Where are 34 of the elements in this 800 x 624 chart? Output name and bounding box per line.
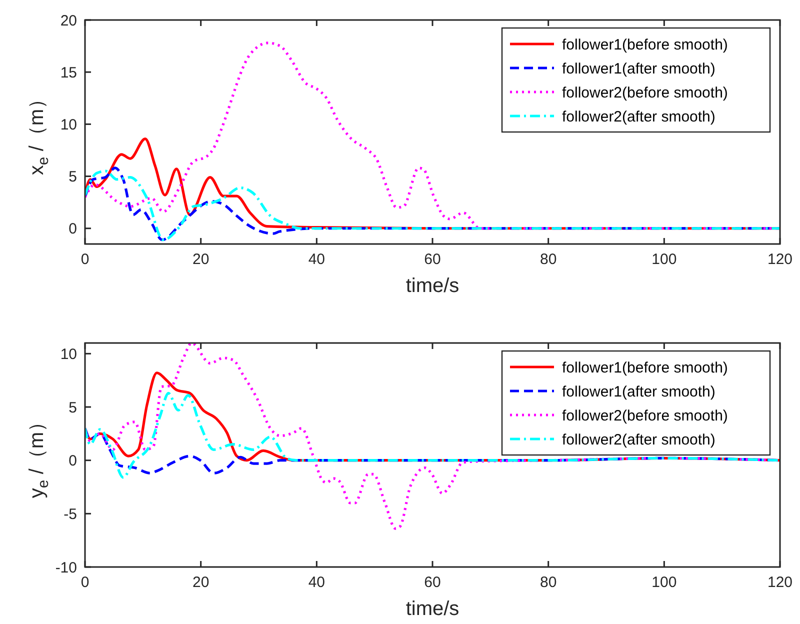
legend-label: follower1(before smooth) [562, 36, 728, 54]
y-tick-label: 15 [60, 64, 77, 82]
x-tick-label: 0 [80, 251, 90, 268]
legend-label: follower2(after smooth) [562, 431, 716, 448]
x-tick-label: 20 [192, 574, 210, 591]
x-tick-label: 40 [308, 251, 326, 268]
y-tick-label: 20 [60, 12, 77, 30]
legend-label: follower1(after smooth) [562, 383, 716, 400]
y-tick-label: 10 [60, 346, 77, 363]
x-tick-label: 0 [80, 574, 90, 591]
x-tick-label: 100 [652, 574, 677, 591]
legend-label: follower2(before smooth) [562, 407, 728, 424]
x-tick-label: 20 [192, 251, 210, 268]
x-axis-title: time/s [406, 275, 460, 297]
x-axis-title: time/s [406, 598, 460, 620]
y-tick-label: 10 [60, 116, 77, 134]
y-tick-label: -5 [64, 506, 77, 523]
x-tick-label: 60 [424, 574, 441, 591]
y-tick-label: 0 [68, 220, 77, 238]
x-tick-label: 100 [652, 251, 677, 268]
y-tick-label: 5 [68, 399, 77, 416]
x-tick-label: 80 [540, 251, 557, 268]
y-tick-label: 5 [68, 168, 77, 186]
x-tick-label: 80 [540, 574, 557, 591]
y-tick-label: -10 [55, 559, 77, 576]
x-tick-label: 120 [767, 251, 793, 268]
x-tick-label: 120 [767, 574, 793, 591]
x-tick-label: 40 [308, 574, 326, 591]
y-tick-label: 0 [68, 452, 77, 470]
legend-label: follower1(after smooth) [562, 60, 716, 78]
legend-label: follower2(before smooth) [562, 84, 728, 102]
legend-label: follower2(after smooth) [562, 108, 716, 126]
x-tick-label: 60 [424, 251, 441, 268]
legend-label: follower1(before smooth) [562, 359, 728, 376]
